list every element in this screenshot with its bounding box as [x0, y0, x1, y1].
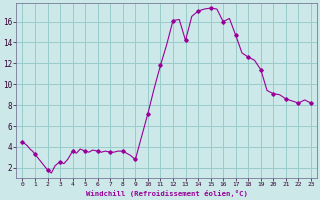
X-axis label: Windchill (Refroidissement éolien,°C): Windchill (Refroidissement éolien,°C) [86, 190, 248, 197]
